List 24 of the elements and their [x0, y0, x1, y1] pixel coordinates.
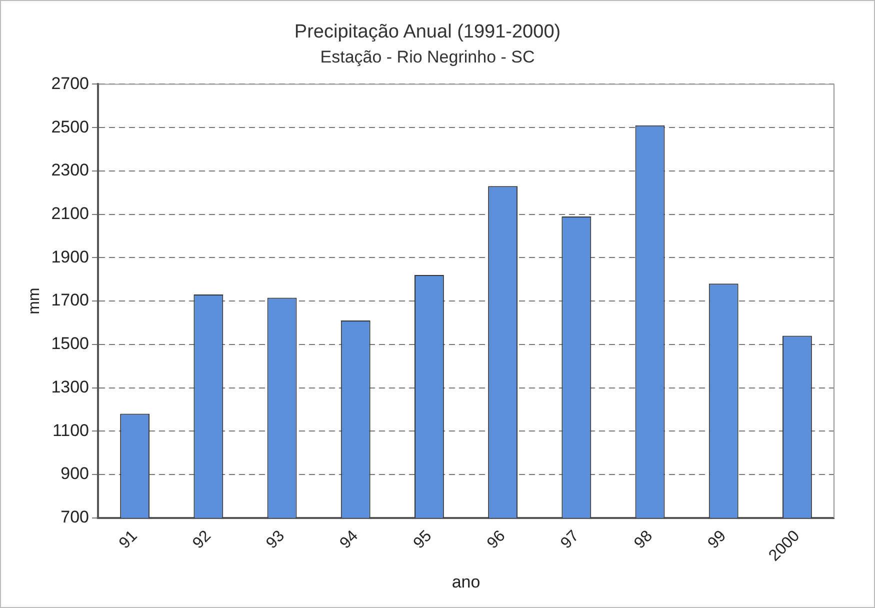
y-tick-label: 1100	[52, 420, 90, 440]
y-tick-label: 2700	[51, 74, 90, 93]
y-axis-title: mm	[26, 288, 44, 314]
y-tick-label: 1500	[51, 334, 90, 354]
x-tick-label: 95	[410, 527, 436, 552]
y-tick-label: 900	[60, 464, 90, 484]
x-tick-label: 99	[704, 527, 730, 552]
y-tick-label: 1300	[51, 377, 90, 396]
y-tick-label: 1900	[51, 247, 90, 266]
x-tick-label: 97	[558, 527, 582, 552]
y-tick-label: 2100	[51, 204, 90, 223]
y-tick-label: 2300	[51, 160, 90, 180]
x-axis-title: ano	[452, 572, 480, 592]
y-tick-label: 700	[60, 508, 90, 527]
x-tick-label: 94	[336, 527, 362, 552]
chart-subtitle: Estação - Rio Negrinho - SC	[320, 48, 535, 67]
y-tick-label: 2500	[51, 117, 90, 136]
x-tick-label: 91	[116, 527, 141, 552]
x-tick-label: 98	[631, 527, 656, 552]
x-tick-label: 96	[484, 527, 509, 552]
x-tick-label: 92	[190, 527, 214, 552]
chart-title: Precipitação Anual (1991-2000)	[294, 22, 561, 43]
y-tick-label: 1700	[51, 290, 90, 310]
x-tick-label: 93	[263, 527, 288, 552]
